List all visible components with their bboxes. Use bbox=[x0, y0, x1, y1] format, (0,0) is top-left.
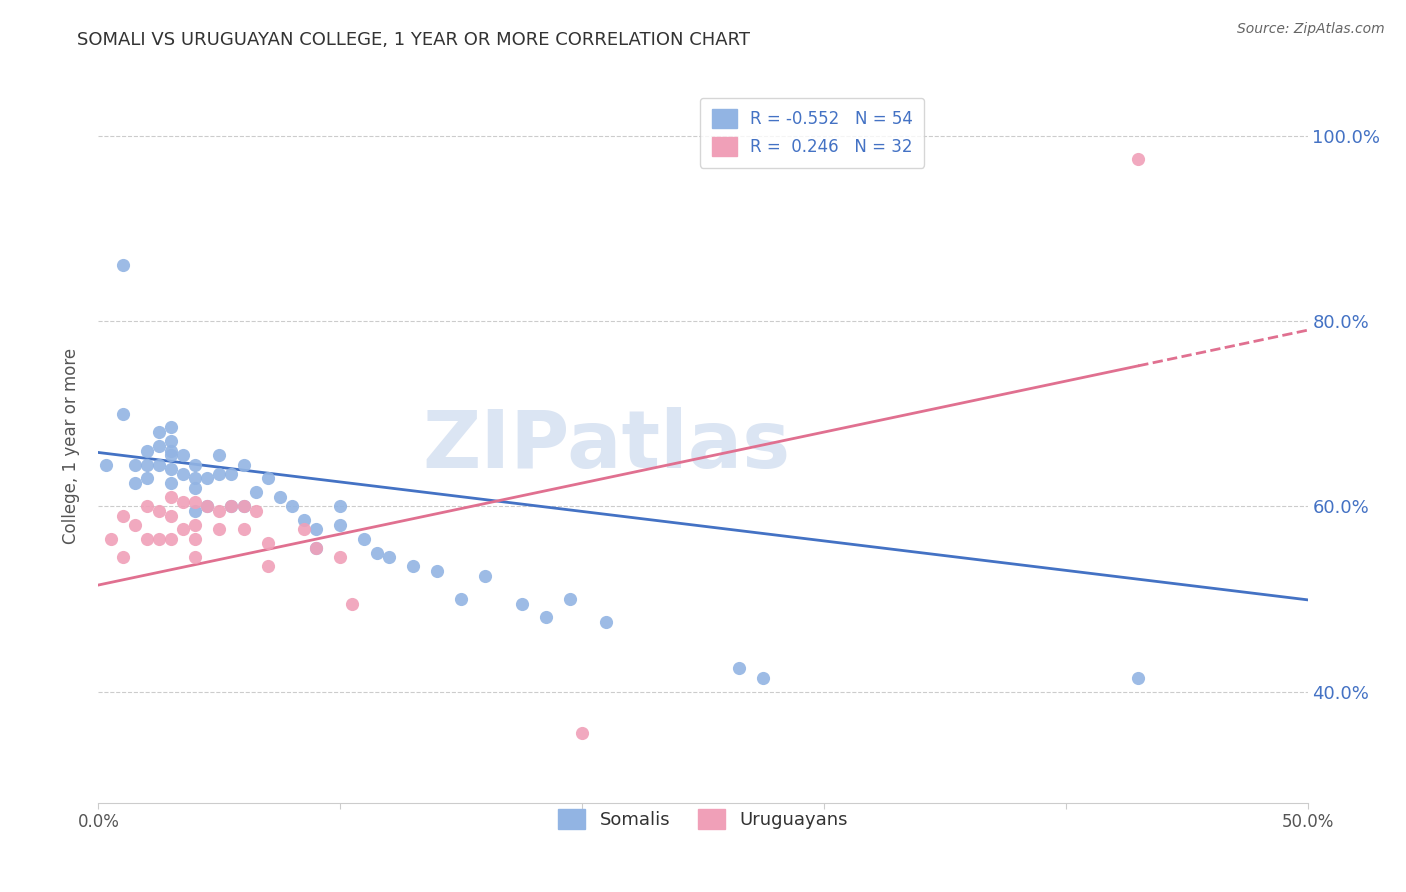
Point bbox=[184, 532, 207, 546]
Point bbox=[256, 559, 278, 574]
Point bbox=[426, 564, 449, 578]
Point bbox=[111, 407, 134, 421]
Point bbox=[245, 485, 267, 500]
Point bbox=[184, 504, 207, 518]
Point bbox=[160, 462, 183, 476]
Point bbox=[195, 500, 218, 514]
Text: ZIPatlas: ZIPatlas bbox=[422, 407, 790, 485]
Point bbox=[184, 494, 207, 508]
Point bbox=[221, 500, 243, 514]
Point bbox=[571, 726, 593, 740]
Point bbox=[124, 476, 146, 491]
Point bbox=[256, 536, 278, 550]
Point bbox=[135, 443, 157, 458]
Point bbox=[305, 523, 328, 537]
Point bbox=[124, 517, 146, 532]
Point bbox=[1128, 671, 1150, 685]
Point bbox=[124, 458, 146, 472]
Point bbox=[94, 458, 117, 472]
Point bbox=[172, 467, 194, 481]
Point bbox=[232, 458, 254, 472]
Point bbox=[305, 541, 328, 555]
Point bbox=[269, 490, 291, 504]
Point bbox=[172, 448, 194, 462]
Text: SOMALI VS URUGUAYAN COLLEGE, 1 YEAR OR MORE CORRELATION CHART: SOMALI VS URUGUAYAN COLLEGE, 1 YEAR OR M… bbox=[77, 31, 751, 49]
Point bbox=[184, 517, 207, 532]
Point bbox=[100, 532, 122, 546]
Point bbox=[135, 471, 157, 485]
Point bbox=[510, 597, 533, 611]
Point bbox=[595, 615, 617, 629]
Point bbox=[329, 500, 352, 514]
Point bbox=[208, 448, 231, 462]
Point bbox=[292, 523, 315, 537]
Point bbox=[232, 500, 254, 514]
Point bbox=[172, 523, 194, 537]
Point bbox=[160, 532, 183, 546]
Point bbox=[160, 448, 183, 462]
Text: Source: ZipAtlas.com: Source: ZipAtlas.com bbox=[1237, 22, 1385, 37]
Y-axis label: College, 1 year or more: College, 1 year or more bbox=[62, 348, 80, 544]
Point bbox=[184, 458, 207, 472]
Point bbox=[342, 597, 364, 611]
Point bbox=[292, 513, 315, 527]
Point bbox=[329, 517, 352, 532]
Point bbox=[1128, 152, 1150, 166]
Point bbox=[160, 490, 183, 504]
Point bbox=[752, 671, 775, 685]
Point bbox=[353, 532, 375, 546]
Point bbox=[256, 471, 278, 485]
Point bbox=[160, 420, 183, 434]
Point bbox=[111, 508, 134, 523]
Point bbox=[184, 481, 207, 495]
Point bbox=[195, 500, 218, 514]
Point bbox=[148, 532, 170, 546]
Point bbox=[208, 467, 231, 481]
Point bbox=[160, 443, 183, 458]
Point bbox=[377, 550, 399, 565]
Point bbox=[135, 500, 157, 514]
Point bbox=[195, 471, 218, 485]
Point bbox=[208, 504, 231, 518]
Point bbox=[160, 508, 183, 523]
Point bbox=[232, 523, 254, 537]
Point bbox=[221, 500, 243, 514]
Point bbox=[111, 550, 134, 565]
Point bbox=[148, 504, 170, 518]
Point bbox=[329, 550, 352, 565]
Point bbox=[148, 439, 170, 453]
Point bbox=[450, 591, 472, 606]
Point bbox=[208, 523, 231, 537]
Point bbox=[281, 500, 304, 514]
Point bbox=[135, 532, 157, 546]
Point bbox=[474, 568, 496, 582]
Point bbox=[232, 500, 254, 514]
Point bbox=[160, 434, 183, 449]
Point bbox=[402, 559, 425, 574]
Point bbox=[160, 476, 183, 491]
Point bbox=[305, 541, 328, 555]
Point bbox=[221, 467, 243, 481]
Point bbox=[184, 471, 207, 485]
Point bbox=[245, 504, 267, 518]
Legend: Somalis, Uruguayans: Somalis, Uruguayans bbox=[551, 801, 855, 837]
Point bbox=[534, 610, 557, 624]
Point bbox=[172, 494, 194, 508]
Point bbox=[111, 258, 134, 272]
Point bbox=[728, 661, 751, 675]
Point bbox=[366, 545, 388, 559]
Point bbox=[148, 458, 170, 472]
Point bbox=[135, 458, 157, 472]
Point bbox=[148, 425, 170, 439]
Point bbox=[184, 550, 207, 565]
Point bbox=[558, 591, 581, 606]
